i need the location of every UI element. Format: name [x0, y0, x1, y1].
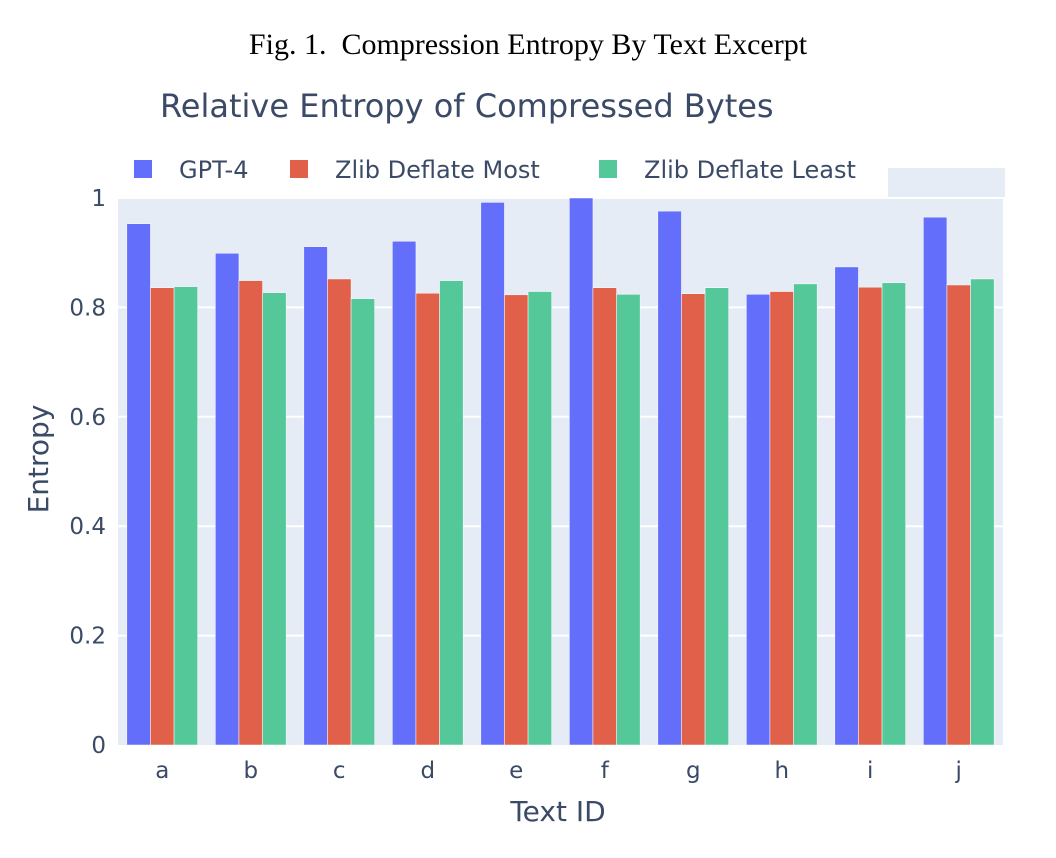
- bar-i-series-2: [881, 282, 906, 746]
- x-axis-ticks: a b c d e f g h i j: [155, 758, 962, 784]
- bar-c-series-1: [327, 278, 352, 746]
- y-tick-label: 0.4: [69, 514, 106, 540]
- bar-f-series-2: [616, 294, 641, 746]
- bar-c-series-0: [303, 246, 328, 746]
- bar-e-series-1: [504, 294, 529, 746]
- bar-h-series-0: [746, 294, 771, 746]
- bar-d-series-0: [392, 240, 417, 746]
- bar-a-series-1: [150, 287, 175, 746]
- legend-background: [888, 168, 1005, 197]
- bar-f-series-1: [592, 287, 617, 746]
- x-tick-label: h: [774, 758, 789, 784]
- y-axis-ticks: 0 0.2 0.4 0.6 0.8 1: [69, 186, 106, 759]
- x-tick-label: e: [509, 758, 523, 784]
- y-tick-label: 0: [91, 733, 106, 759]
- y-axis-title: Entropy: [22, 405, 55, 514]
- bar-e-series-0: [480, 202, 505, 746]
- bar-d-series-2: [439, 280, 464, 746]
- y-tick-label: 0.8: [69, 295, 106, 321]
- legend: GPT-4 Zlib Deflate Most Zlib Deflate Least: [134, 156, 1005, 197]
- legend-swatch: [290, 160, 308, 178]
- bar-i-series-1: [858, 286, 883, 746]
- bar-d-series-1: [415, 292, 440, 746]
- bar-a-series-2: [173, 286, 198, 746]
- bar-g-series-2: [704, 287, 729, 746]
- x-axis-title: Text ID: [509, 795, 605, 828]
- bar-c-series-2: [350, 298, 375, 746]
- x-tick-label: c: [333, 758, 346, 784]
- x-tick-label: i: [867, 758, 873, 784]
- x-tick-label: d: [420, 758, 435, 784]
- y-tick-label: 0.2: [69, 624, 106, 650]
- bar-j-series-2: [970, 278, 995, 746]
- legend-swatch: [134, 160, 152, 178]
- bar-j-series-0: [923, 216, 948, 746]
- bar-h-series-1: [769, 291, 794, 746]
- bar-b-series-2: [262, 292, 287, 746]
- x-tick-label: j: [955, 758, 962, 784]
- chart-title: Relative Entropy of Compressed Bytes: [160, 87, 774, 125]
- legend-label: GPT-4: [179, 156, 248, 184]
- x-tick-label: g: [686, 758, 701, 784]
- bar-f-series-0: [569, 197, 594, 746]
- bar-g-series-1: [681, 293, 706, 746]
- bar-h-series-2: [793, 283, 818, 746]
- bar-b-series-0: [215, 252, 240, 746]
- x-tick-label: f: [601, 758, 610, 784]
- bar-j-series-1: [946, 284, 971, 746]
- bar-e-series-2: [527, 291, 552, 746]
- bar-g-series-0: [657, 210, 682, 746]
- x-tick-label: b: [243, 758, 258, 784]
- x-tick-label: a: [155, 758, 169, 784]
- legend-swatch: [599, 160, 617, 178]
- y-tick-label: 0.6: [69, 405, 106, 431]
- bar-b-series-1: [238, 280, 263, 746]
- legend-label: Zlib Deflate Most: [335, 156, 540, 184]
- legend-label: Zlib Deflate Least: [644, 156, 856, 184]
- figure-caption: Fig. 1. Compression Entropy By Text Exce…: [248, 28, 808, 61]
- y-tick-label: 1: [91, 186, 106, 212]
- bar-i-series-0: [834, 266, 859, 746]
- bars: [126, 197, 995, 746]
- bar-a-series-0: [126, 223, 151, 746]
